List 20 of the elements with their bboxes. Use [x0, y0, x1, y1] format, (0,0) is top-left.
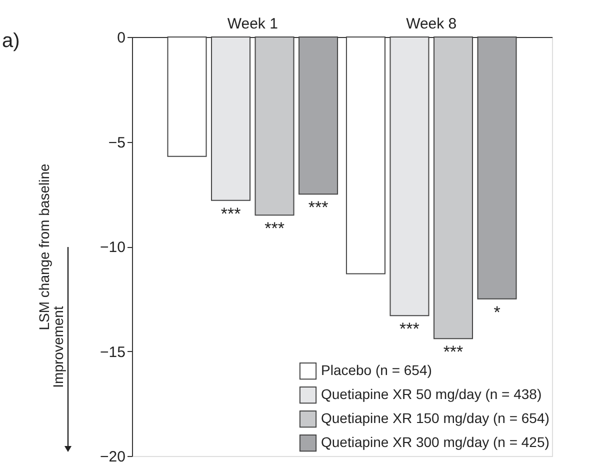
data-label: ***: [308, 198, 329, 218]
data-label: ***: [400, 320, 420, 339]
x-tick-label: Week 1: [227, 16, 278, 32]
legend-label: Quetiapine XR 300 mg/day (n = 425): [321, 434, 550, 450]
y-tick-label: −10: [100, 239, 126, 256]
data-label: *: [494, 302, 501, 322]
y-tick-label: 0: [117, 30, 126, 46]
y-axis-title: LSM change from baseline: [36, 164, 52, 330]
data-label: ***: [443, 342, 464, 362]
text: a): [2, 30, 20, 52]
text: Improvement: [50, 306, 66, 388]
y-tick-label: −20: [100, 448, 126, 465]
legend-label: Quetiapine XR 150 mg/day (n = 654): [321, 410, 550, 426]
y-tick-label: −5: [108, 134, 126, 152]
y-tick-label: −15: [100, 344, 126, 361]
data-label: ***: [220, 204, 242, 224]
legend-label: Placebo (n = 654): [321, 362, 432, 378]
data-label: ***: [264, 219, 285, 238]
legend-label: Quetiapine XR 50 mg/day (n = 438): [321, 386, 542, 402]
x-tick-label: Week 8: [406, 16, 457, 32]
